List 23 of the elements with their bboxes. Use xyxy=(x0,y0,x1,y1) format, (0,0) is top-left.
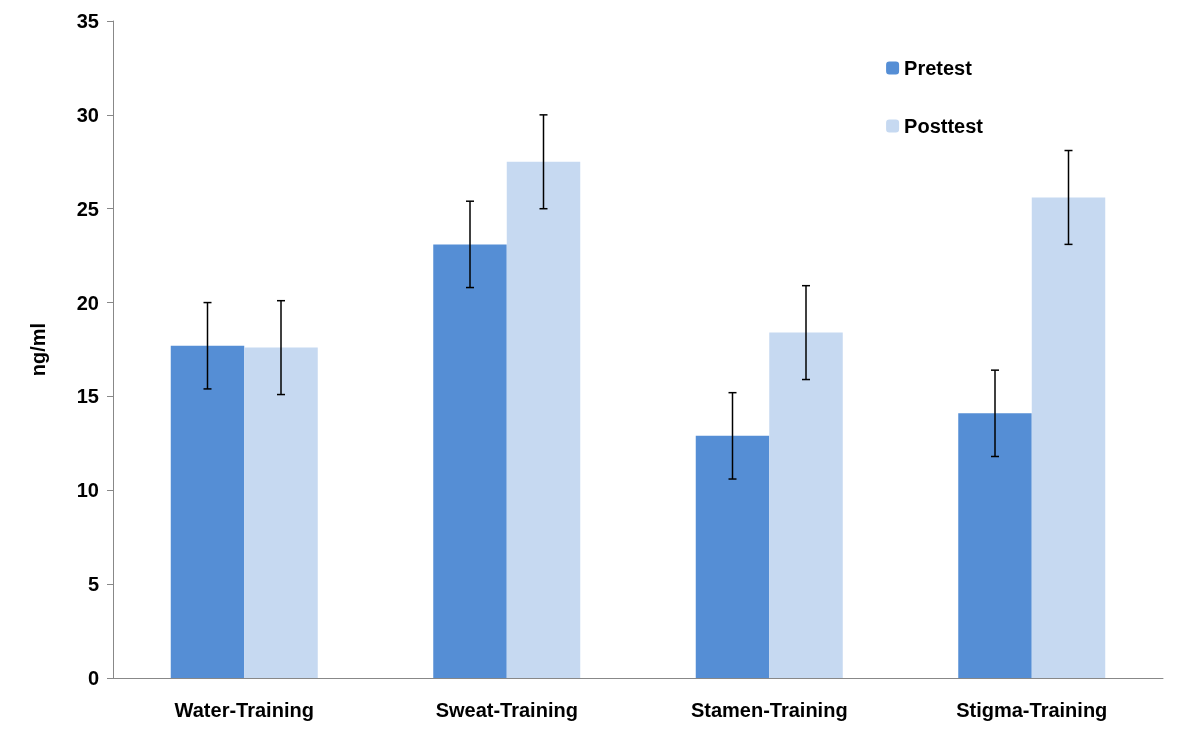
y-tick-label: 35 xyxy=(76,10,99,32)
x-tick-label: Sweat-Training xyxy=(435,699,578,721)
x-tick-label: Stamen-Training xyxy=(690,699,848,721)
bar xyxy=(506,161,581,678)
bar xyxy=(958,413,1032,678)
bar xyxy=(433,244,507,678)
legend-label: Posttest xyxy=(904,115,984,137)
bar xyxy=(1031,197,1106,678)
y-tick-label: 20 xyxy=(76,291,99,314)
y-tick-label: 0 xyxy=(87,667,99,689)
bar xyxy=(769,332,843,678)
y-tick-label: 10 xyxy=(76,479,99,502)
bar xyxy=(695,435,770,678)
y-tick-label: 5 xyxy=(87,573,99,596)
y-tick-label: 30 xyxy=(76,103,99,126)
legend-label: Pretest xyxy=(904,57,973,79)
x-tick-label: Water-Training xyxy=(174,699,314,721)
x-tick-label: Stigma-Training xyxy=(956,699,1108,721)
y-tick-label: 25 xyxy=(76,197,99,220)
bar xyxy=(244,347,318,678)
y-axis-title: ng/ml xyxy=(27,322,49,377)
y-tick-label: 15 xyxy=(76,385,99,408)
bar xyxy=(170,345,245,678)
